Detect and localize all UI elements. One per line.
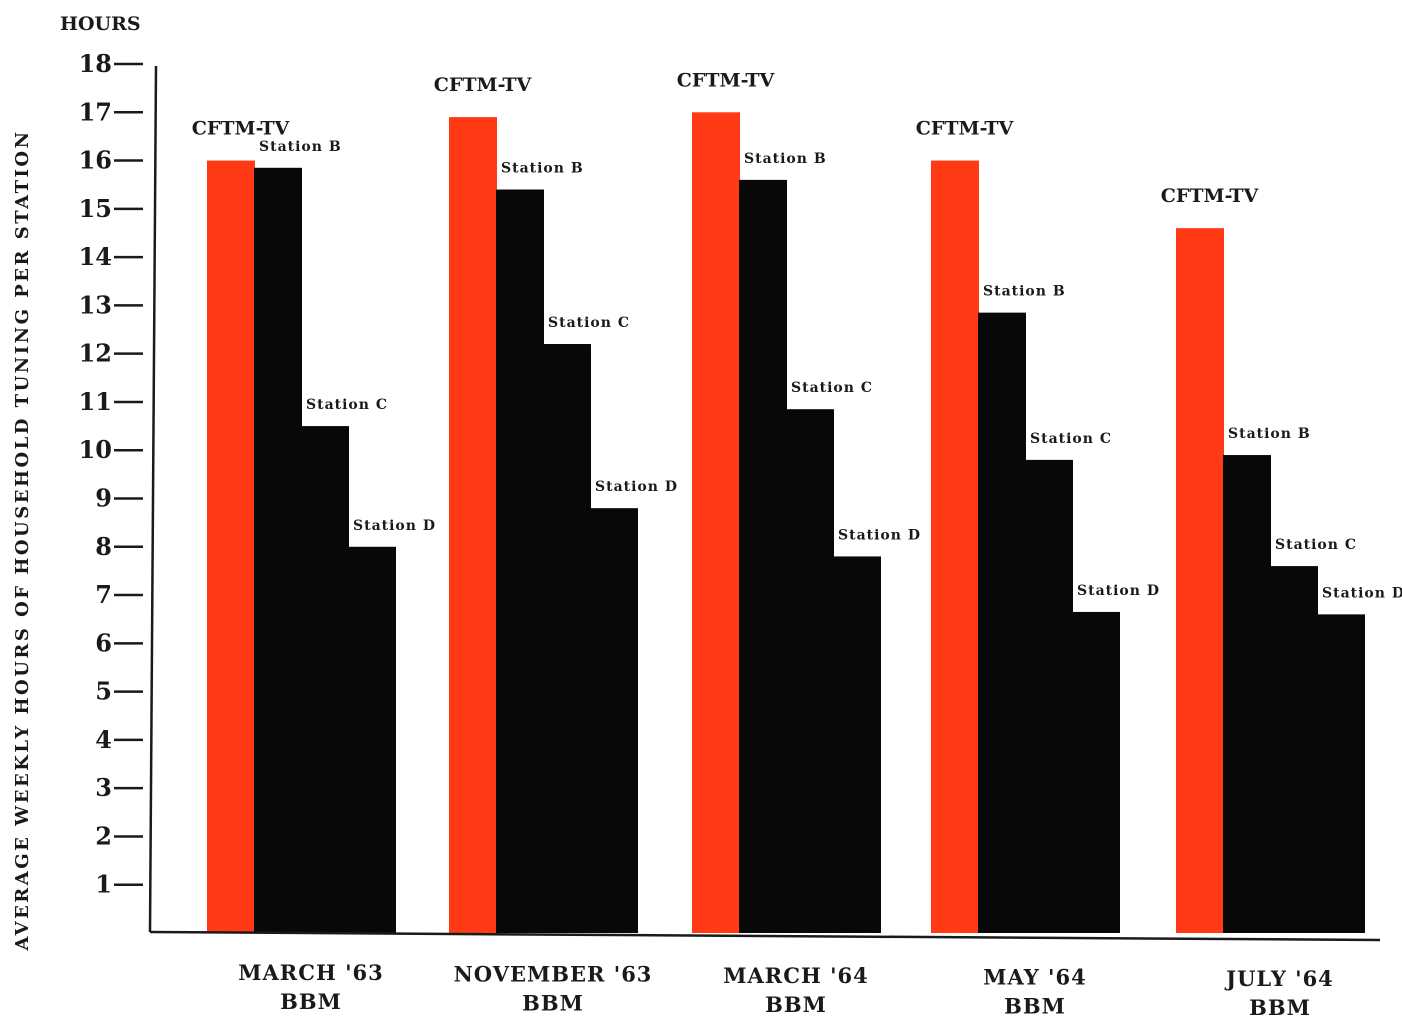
y-axis-line: [148, 65, 158, 933]
bar-label: Station C: [791, 380, 873, 396]
bar-label: Station D: [1322, 585, 1402, 601]
y-tick-label: 13: [79, 290, 112, 319]
x-axis-line: [149, 930, 1381, 942]
bar-label: Station D: [353, 518, 436, 534]
bar-label: Station B: [744, 151, 827, 167]
bar-station-d: [1317, 614, 1365, 933]
bar-label: Station B: [259, 139, 342, 155]
bar-station-c: [301, 426, 349, 933]
y-tick-label: 10: [79, 435, 112, 464]
bar-station-b: [496, 189, 544, 933]
y-tick-label: 12: [79, 339, 112, 368]
bar-station-c: [1025, 459, 1073, 933]
x-category-sublabel: BBM: [1249, 995, 1311, 1020]
y-tick-label: 18: [79, 49, 112, 78]
bar-cftm-tv: [1176, 228, 1224, 934]
y-tick-label: 14: [79, 242, 112, 271]
bar-label: Station C: [306, 397, 388, 413]
bar-station-c: [1270, 566, 1318, 933]
y-tick-label: 4: [95, 725, 112, 754]
y-tick-label: 7: [95, 580, 112, 609]
y-axis-title: AVERAGE WEEKLY HOURS OF HOUSEHOLD TUNING…: [12, 129, 33, 951]
bar-label: Station C: [548, 315, 630, 331]
bar-station-b: [1223, 455, 1271, 933]
bar-label: Station B: [501, 161, 584, 177]
y-tick-label: 3: [95, 773, 112, 802]
x-category-label: MARCH '63: [238, 960, 384, 985]
bar-label: Station D: [838, 527, 921, 543]
x-category-sublabel: BBM: [765, 992, 827, 1017]
bar-label: Station B: [1228, 426, 1311, 442]
bar-label: CFTM-TV: [677, 69, 776, 91]
bar-station-b: [978, 312, 1026, 933]
bar-cftm-tv: [207, 160, 255, 934]
bars-layer: [207, 112, 1365, 934]
y-tick-label: 16: [79, 146, 112, 175]
y-tick-label: 6: [95, 628, 112, 657]
bar-cftm-tv: [449, 117, 497, 934]
bar-label: Station C: [1030, 431, 1112, 447]
y-tick-label: 8: [95, 532, 112, 561]
bar-label: CFTM-TV: [1161, 185, 1260, 207]
bar-label: Station D: [595, 479, 678, 495]
x-category-labels: MARCH '63 BBM NOVEMBER '63 BBM MARCH '64 BBM M…: [238, 960, 1334, 1020]
bar-label: CFTM-TV: [916, 118, 1015, 140]
x-category-label: MAY '64: [983, 965, 1086, 990]
bar-label: CFTM-TV: [192, 118, 291, 140]
y-tick-label: 2: [95, 821, 112, 850]
x-category-label: MARCH '64: [723, 963, 869, 988]
y-unit-label: HOURS: [60, 13, 141, 35]
x-category-sublabel: BBM: [1004, 994, 1066, 1019]
bar-station-d: [590, 508, 638, 933]
y-tick-label: 11: [79, 387, 112, 416]
bar-cftm-tv: [692, 112, 740, 934]
bar-cftm-tv: [931, 160, 979, 934]
bar-label: Station C: [1275, 537, 1357, 553]
bar-label: Station D: [1077, 583, 1160, 599]
bar-station-d: [1072, 611, 1120, 933]
bar-station-c: [543, 344, 591, 933]
x-category-sublabel: BBM: [522, 991, 584, 1016]
y-tick-label: 1: [95, 870, 112, 899]
bar-station-d: [833, 556, 881, 933]
bar-label: CFTM-TV: [434, 74, 533, 96]
y-tick-label: 17: [79, 97, 112, 126]
x-category-label: NOVEMBER '63: [454, 962, 653, 987]
y-tick-label: 15: [79, 194, 112, 223]
x-category-label: JULY '64: [1224, 966, 1334, 991]
x-category-sublabel: BBM: [280, 989, 342, 1014]
bar-station-d: [348, 546, 396, 933]
bar-station-c: [786, 409, 834, 933]
bar-station-b: [254, 167, 302, 933]
bar-station-b: [739, 179, 787, 933]
y-tick-label: 9: [95, 484, 112, 513]
bar-label: Station B: [983, 284, 1066, 300]
y-tick-label: 5: [95, 677, 112, 706]
